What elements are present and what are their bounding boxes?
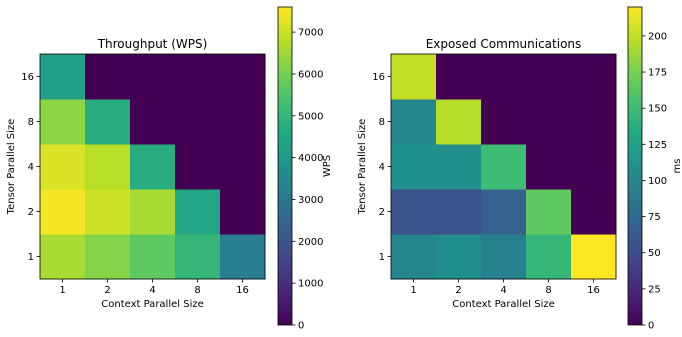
heatmap-cell xyxy=(40,234,86,280)
colorbar-tick-label: 100 xyxy=(648,176,667,187)
heatmap-cell xyxy=(175,234,221,280)
heatmap-cell xyxy=(436,189,482,235)
colorbar-tick-label: 25 xyxy=(648,284,661,295)
x-axis-label: Context Parallel Size xyxy=(452,299,555,310)
heatmap-cell xyxy=(391,54,437,100)
heatmap-cell xyxy=(571,234,617,280)
y-tick-label: 1 xyxy=(379,252,385,263)
colorbar-tick-label: 125 xyxy=(648,140,667,151)
colorbar-tick-label: 1000 xyxy=(298,279,323,290)
heatmap-cell xyxy=(85,99,131,145)
heatmap-cell xyxy=(526,234,572,280)
colorbar-tick-label: 7000 xyxy=(298,28,323,39)
colorbar-tick-label: 3000 xyxy=(298,195,323,206)
heatmap-cell xyxy=(571,144,617,190)
y-tick-label: 2 xyxy=(28,207,34,218)
heatmap-cell xyxy=(130,144,176,190)
heatmap-cell xyxy=(175,99,221,145)
y-tick-label: 8 xyxy=(28,117,34,128)
y-tick-label: 16 xyxy=(372,72,385,83)
x-axis-label: Context Parallel Size xyxy=(101,299,204,310)
colorbar-label: ms xyxy=(672,159,682,174)
colorbar-label: WPS xyxy=(322,155,333,177)
x-tick-label: 16 xyxy=(236,285,249,296)
heatmap-cell xyxy=(436,234,482,280)
heatmap-cell xyxy=(220,234,266,280)
heatmap-cell xyxy=(391,234,437,280)
heatmap-cell xyxy=(85,144,131,190)
heatmap-cell xyxy=(220,144,266,190)
heatmap-cell xyxy=(130,99,176,145)
y-tick-label: 4 xyxy=(28,162,34,173)
colorbar-tick-label: 175 xyxy=(648,68,667,79)
colorbar-tick-label: 4000 xyxy=(298,153,323,164)
heatmap-cell xyxy=(481,234,527,280)
x-tick-label: 8 xyxy=(545,285,551,296)
heatmap-cell xyxy=(526,54,572,100)
colorbar-tick-label: 50 xyxy=(648,248,661,259)
heatmap-cell xyxy=(40,99,86,145)
heatmap-cell xyxy=(220,189,266,235)
y-tick-label: 8 xyxy=(379,117,385,128)
y-axis-label: Tensor Parallel Size xyxy=(357,119,368,216)
heatmap-cell xyxy=(391,99,437,145)
heatmap-cell xyxy=(220,99,266,145)
x-tick-label: 1 xyxy=(410,285,416,296)
colorbar-tick-label: 75 xyxy=(648,212,661,223)
heatmap-cell xyxy=(40,144,86,190)
heatmap-cell xyxy=(481,54,527,100)
chart-title: Exposed Communications xyxy=(426,37,582,51)
x-tick-label: 2 xyxy=(455,285,461,296)
heatmap-cell xyxy=(85,189,131,235)
x-tick-label: 8 xyxy=(194,285,200,296)
heatmap-cell xyxy=(481,99,527,145)
heatmap-cell xyxy=(130,189,176,235)
colorbar-tick-label: 5000 xyxy=(298,111,323,122)
heatmap-cell xyxy=(40,189,86,235)
y-tick-label: 1 xyxy=(28,252,34,263)
x-tick-label: 4 xyxy=(500,285,506,296)
heatmap-cell xyxy=(526,99,572,145)
heatmap-cell xyxy=(85,234,131,280)
colorbar-tick-label: 6000 xyxy=(298,69,323,80)
heatmap-cell xyxy=(436,144,482,190)
y-tick-label: 4 xyxy=(379,162,385,173)
heatmap-cell xyxy=(481,144,527,190)
colorbar-tick-label: 150 xyxy=(648,104,667,115)
heatmap-cell xyxy=(436,99,482,145)
y-axis-label: Tensor Parallel Size xyxy=(6,119,17,216)
colorbar xyxy=(627,6,643,326)
heatmap-cell xyxy=(175,144,221,190)
chart-title: Throughput (WPS) xyxy=(97,37,208,51)
heatmap-cell xyxy=(526,189,572,235)
x-tick-label: 4 xyxy=(149,285,155,296)
x-tick-label: 1 xyxy=(59,285,65,296)
heatmap-cell xyxy=(571,99,617,145)
heatmap-cell xyxy=(391,189,437,235)
x-tick-label: 16 xyxy=(587,285,600,296)
heatmap-cell xyxy=(220,54,266,100)
colorbar-tick-label: 200 xyxy=(648,31,667,42)
heatmap-cell xyxy=(436,54,482,100)
colorbar-tick-label: 0 xyxy=(298,321,304,332)
colorbar-tick-label: 0 xyxy=(648,321,654,332)
heatmap-cell xyxy=(571,54,617,100)
heatmap-cell xyxy=(40,54,86,100)
heatmap-cell xyxy=(130,234,176,280)
heatmap-cell xyxy=(175,189,221,235)
heatmap-cell xyxy=(481,189,527,235)
x-tick-label: 2 xyxy=(104,285,110,296)
colorbar xyxy=(277,6,293,326)
heatmap-cell xyxy=(571,189,617,235)
y-tick-label: 2 xyxy=(379,207,385,218)
y-tick-label: 16 xyxy=(21,72,34,83)
heatmap-cell xyxy=(130,54,176,100)
heatmap-cell xyxy=(85,54,131,100)
colorbar-tick-label: 2000 xyxy=(298,237,323,248)
heatmap-cell xyxy=(175,54,221,100)
heatmap-cell xyxy=(526,144,572,190)
heatmap-cell xyxy=(391,144,437,190)
